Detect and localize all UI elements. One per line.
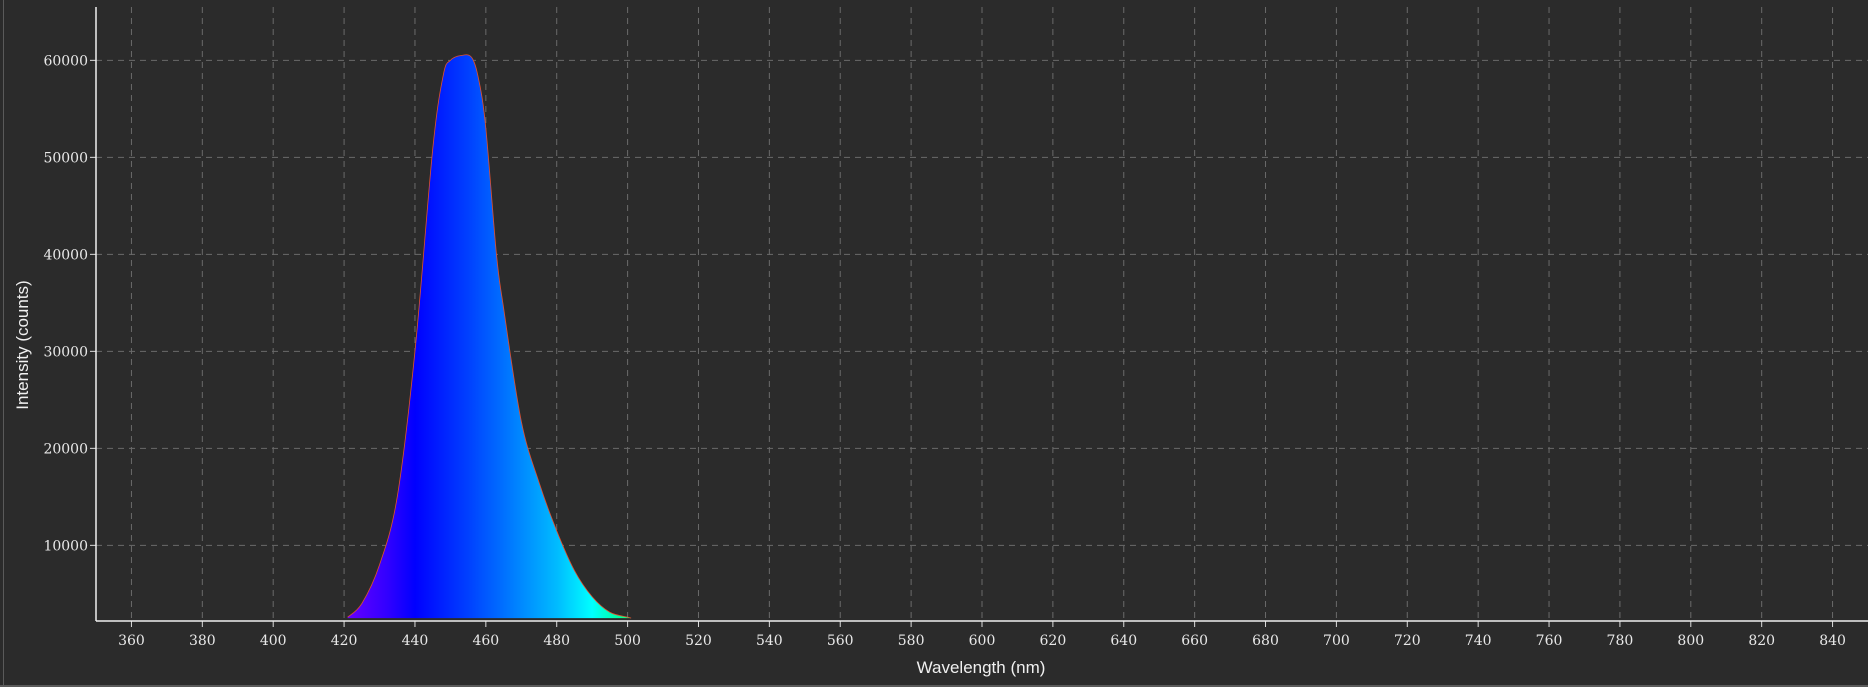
y-axis-label: Intensity (counts) xyxy=(13,280,32,409)
x-tick-label: 520 xyxy=(685,633,712,649)
x-tick-label: 560 xyxy=(827,633,854,649)
spectrum-line xyxy=(347,54,632,619)
spectrum-fill xyxy=(347,54,632,619)
x-tick-label: 460 xyxy=(472,633,499,649)
plot-area xyxy=(347,54,632,619)
x-tick-label: 620 xyxy=(1040,633,1067,649)
axes: 360 380 400 420 440 460 480 500 520 540 560 580 600 6… xyxy=(43,7,1868,649)
x-tick-label: 720 xyxy=(1394,633,1421,649)
y-tick-label: 30000 xyxy=(43,344,88,360)
x-tick-label: 400 xyxy=(260,633,287,649)
x-tick-label: 420 xyxy=(331,633,358,649)
y-tick-label: 60000 xyxy=(43,53,88,69)
x-tick-label: 540 xyxy=(756,633,783,649)
x-tick-label: 700 xyxy=(1323,633,1350,649)
x-tick-label: 360 xyxy=(118,633,145,649)
window-left-border xyxy=(3,0,4,687)
x-tick-label: 800 xyxy=(1677,633,1704,649)
x-tick-label: 600 xyxy=(969,633,996,649)
x-axis-label: Wavelength (nm) xyxy=(917,658,1046,677)
x-tick-label: 760 xyxy=(1536,633,1563,649)
x-tick-label: 480 xyxy=(543,633,570,649)
x-tick-label: 500 xyxy=(614,633,641,649)
x-tick-label: 380 xyxy=(189,633,216,649)
x-tick-label: 680 xyxy=(1252,633,1279,649)
x-tick-label: 660 xyxy=(1181,633,1208,649)
x-tick-label: 840 xyxy=(1819,633,1846,649)
x-tick-label: 580 xyxy=(898,633,925,649)
grid xyxy=(96,7,1868,621)
x-tick-label: 640 xyxy=(1110,633,1137,649)
window-bottom-border xyxy=(0,685,1868,687)
x-tick-label: 820 xyxy=(1748,633,1775,649)
y-tick-label: 10000 xyxy=(43,538,88,554)
x-tick-label: 440 xyxy=(402,633,429,649)
y-tick-label: 50000 xyxy=(43,150,88,166)
x-tick-label: 740 xyxy=(1465,633,1492,649)
x-tick-label: 780 xyxy=(1607,633,1634,649)
y-tick-label: 20000 xyxy=(43,441,88,457)
y-tick-label: 40000 xyxy=(43,247,88,263)
